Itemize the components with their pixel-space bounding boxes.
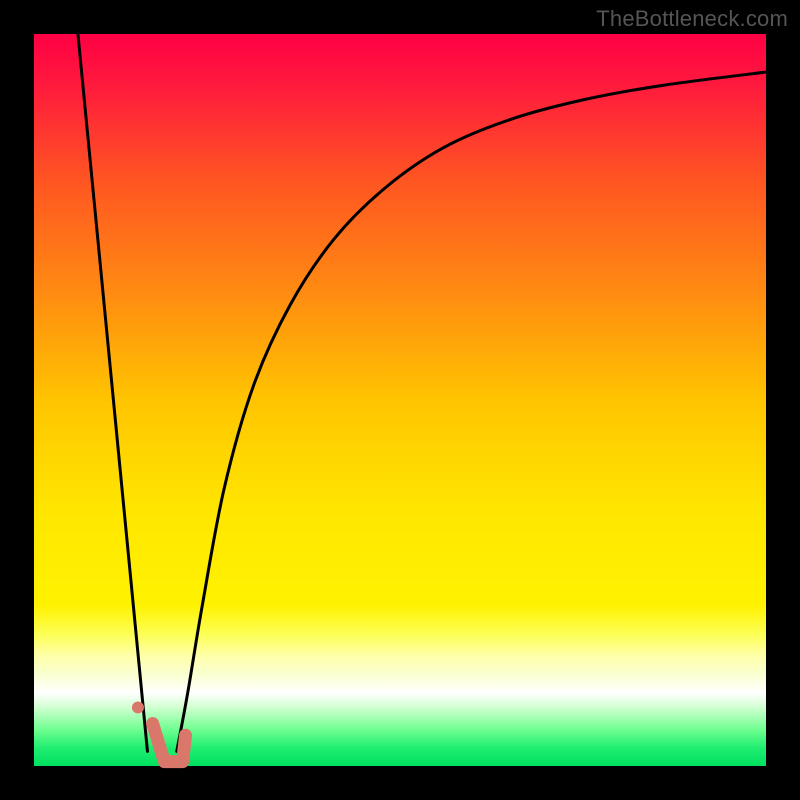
bottleneck-chart xyxy=(0,0,800,800)
plot-background xyxy=(34,34,766,766)
chart-container: TheBottleneck.com xyxy=(0,0,800,800)
watermark-text: TheBottleneck.com xyxy=(596,6,788,32)
